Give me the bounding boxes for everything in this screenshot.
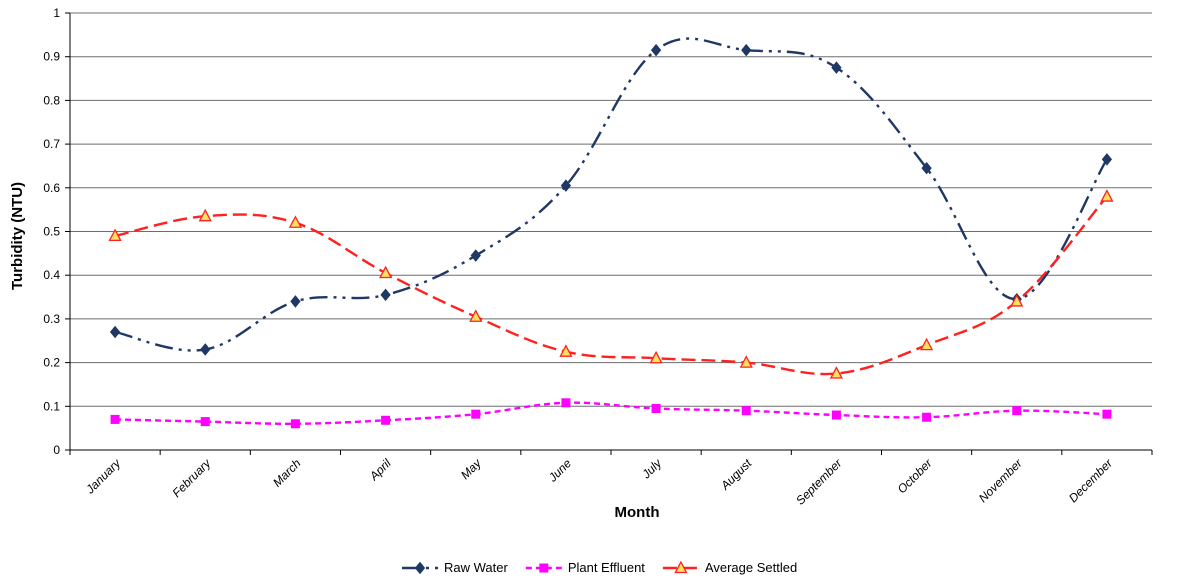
legend-item-plant-effluent: Plant Effluent — [525, 560, 645, 575]
x-tick-label: March — [270, 456, 304, 490]
legend-item-raw-water: Raw Water — [402, 560, 508, 575]
raw-water-point — [560, 179, 572, 192]
raw-water-point — [650, 43, 662, 57]
plant-effluent-line — [115, 401, 1107, 426]
series-markers — [108, 43, 1114, 429]
y-tick-label: 0.2 — [43, 356, 60, 370]
plant-effluent-point — [922, 412, 932, 422]
x-tick-label: February — [170, 456, 215, 501]
raw-water-point — [290, 295, 301, 308]
y-axis-title: Turbidity (NTU) — [9, 182, 26, 290]
x-tick-label: November — [976, 456, 1026, 506]
x-tick-label: October — [895, 456, 936, 497]
legend-swatch-marker — [539, 563, 549, 573]
plant-effluent-point — [471, 409, 481, 419]
average-settled-point — [649, 350, 663, 364]
average-settled-point — [1100, 189, 1114, 202]
raw-water-point — [1101, 153, 1113, 166]
y-tick-label: 0.4 — [43, 268, 60, 282]
plant-effluent-point — [561, 398, 571, 408]
y-tick-label: 1 — [53, 6, 60, 20]
average-settled-point — [108, 228, 122, 242]
average-settled-point — [198, 208, 212, 222]
legend-label: Raw Water — [444, 560, 508, 575]
raw-water-point — [470, 249, 481, 262]
gridlines — [70, 12, 1152, 407]
legend-swatch-marker — [414, 561, 426, 575]
average-settled-point — [829, 366, 843, 379]
average-settled-point — [469, 309, 483, 322]
legend-item-average-settled: Average Settled — [662, 560, 797, 575]
raw-water-point — [200, 343, 211, 356]
y-tick-label: 0.3 — [43, 312, 60, 326]
raw-water-line — [114, 37, 1108, 352]
y-tick-labels: 0 0.1 0.2 0.3 0.4 0.5 0.6 0.7 0.8 0.9 1 — [43, 6, 60, 457]
y-tick-label: 0.1 — [43, 399, 60, 413]
legend-label: Average Settled — [705, 560, 797, 575]
x-tick-label: January — [82, 456, 124, 498]
x-tick-label: September — [793, 456, 845, 508]
raw-water-point — [921, 161, 932, 175]
x-axis-title: Month — [615, 504, 660, 521]
x-tick-label: August — [717, 456, 754, 493]
y-tick-label: 0.8 — [43, 93, 60, 107]
y-tick-label: 0.5 — [43, 225, 60, 239]
legend-label: Plant Effluent — [568, 560, 645, 575]
plant-effluent-point — [831, 410, 841, 420]
average-settled-point — [379, 265, 393, 279]
plant-effluent-point — [381, 415, 391, 425]
x-tick-labels: January February March April May June July Augu… — [82, 456, 1115, 508]
plant-effluent-point — [1012, 406, 1022, 416]
legend: Raw Water Plant Effluent Average Settled — [402, 560, 797, 575]
axes — [65, 12, 1153, 455]
x-tick-label: July — [639, 456, 665, 482]
legend-swatch-marker — [674, 560, 688, 574]
y-tick-label: 0 — [53, 443, 60, 457]
raw-water-point — [109, 325, 121, 339]
x-tick-label: June — [545, 456, 574, 485]
plant-effluent-point — [1102, 409, 1112, 419]
average-settled-point — [288, 215, 302, 228]
x-tick-label: December — [1066, 456, 1116, 506]
raw-water-point — [380, 288, 391, 302]
plant-effluent-point — [741, 406, 751, 416]
plant-effluent-point — [110, 414, 120, 424]
raw-water-point — [831, 61, 842, 74]
plant-effluent-point — [651, 403, 661, 413]
y-tick-label: 0.9 — [43, 50, 60, 64]
y-tick-label: 0.7 — [43, 137, 60, 151]
plant-effluent-point — [290, 419, 300, 429]
x-tick-label: April — [366, 456, 394, 484]
average-settled-point — [1010, 294, 1024, 307]
plant-effluent-point — [200, 417, 210, 427]
average-settled-line — [114, 195, 1108, 376]
raw-water-point — [741, 43, 752, 57]
x-tick-label: May — [458, 456, 485, 483]
y-tick-label: 0.6 — [43, 181, 60, 195]
average-settled-point — [739, 355, 753, 368]
average-settled-point — [920, 337, 934, 351]
average-settled-point — [559, 344, 573, 357]
